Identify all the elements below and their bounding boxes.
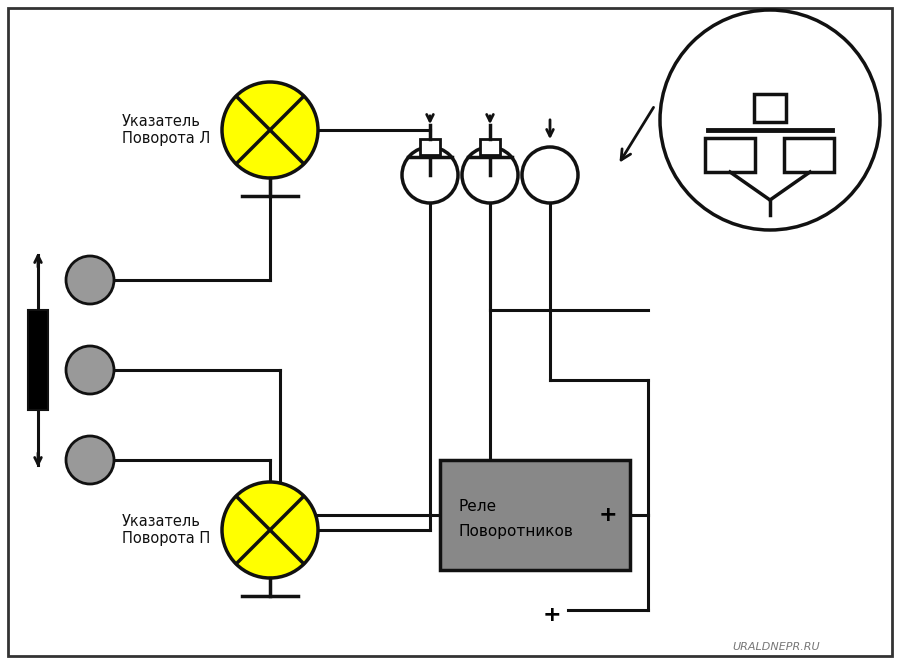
Circle shape: [222, 82, 318, 178]
Circle shape: [660, 10, 880, 230]
Text: Указатель
Поворота Л: Указатель Поворота Л: [122, 114, 210, 147]
Circle shape: [402, 147, 458, 203]
Bar: [420, 139, 440, 155]
Circle shape: [66, 346, 114, 394]
Circle shape: [66, 436, 114, 484]
Bar: [784, 138, 834, 172]
Text: Поворотников: Поворотников: [458, 524, 573, 539]
Bar: [705, 138, 755, 172]
Text: URALDNEPR.RU: URALDNEPR.RU: [733, 642, 820, 652]
Text: Указатель
Поворота П: Указатель Поворота П: [122, 513, 210, 546]
Bar: [28, 310, 48, 410]
Text: Реле: Реле: [458, 499, 496, 513]
Circle shape: [522, 147, 578, 203]
Bar: [440, 460, 630, 570]
Text: +: +: [543, 605, 562, 625]
Circle shape: [66, 256, 114, 304]
Bar: [480, 139, 500, 155]
Bar: [754, 94, 786, 122]
Circle shape: [462, 147, 518, 203]
Circle shape: [222, 482, 318, 578]
Text: +: +: [598, 505, 617, 525]
